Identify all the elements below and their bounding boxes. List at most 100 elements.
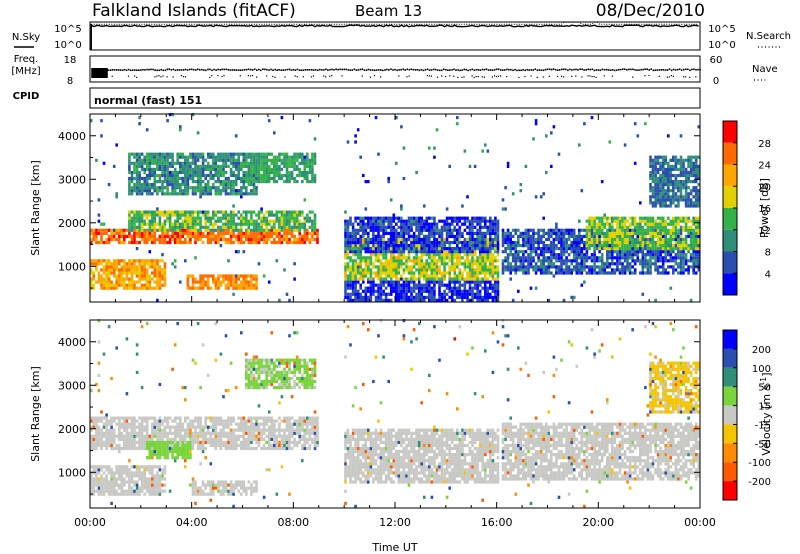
freq-point	[607, 69, 610, 71]
power-cell	[245, 189, 248, 193]
power-cell	[186, 277, 190, 281]
power-cell	[377, 244, 380, 248]
freq-point	[573, 68, 575, 71]
power-cell	[247, 176, 251, 181]
power-cell	[356, 292, 360, 296]
power-cell	[359, 295, 362, 299]
power-cell	[161, 170, 164, 175]
power-cell	[522, 253, 525, 257]
freq-point	[685, 68, 687, 71]
power-cell	[440, 280, 444, 284]
power-cell	[181, 180, 185, 184]
power-cell	[377, 240, 380, 245]
power-cell	[430, 240, 434, 245]
power-cell	[301, 152, 304, 156]
power-cell	[484, 225, 487, 229]
power-cell	[267, 231, 271, 235]
power-cell	[229, 228, 233, 232]
power-cell	[176, 158, 179, 162]
power-cell	[369, 280, 373, 284]
power-cell	[456, 231, 459, 235]
power-cell	[194, 280, 197, 284]
power-cell	[161, 231, 164, 235]
power-cell	[351, 222, 355, 226]
power-cell	[145, 259, 149, 263]
power-cell	[621, 234, 624, 238]
power-cell	[420, 265, 423, 269]
power-cell	[628, 222, 632, 226]
power-cell	[115, 259, 118, 263]
power-cell	[402, 240, 406, 245]
power-cell	[628, 244, 632, 248]
power-cell	[628, 228, 632, 232]
power-cell	[186, 155, 190, 159]
power-cell	[138, 183, 141, 187]
power-cell	[593, 268, 596, 272]
power-cell	[517, 268, 520, 272]
power-cell	[100, 240, 103, 245]
power-cell	[656, 222, 660, 226]
power-cell	[407, 247, 411, 251]
power-cell	[664, 253, 667, 257]
power-cell	[494, 256, 497, 260]
freq-point	[465, 68, 467, 71]
power-cell	[644, 234, 647, 238]
power-cell	[224, 237, 228, 242]
power-cell	[428, 274, 431, 278]
power-cell	[356, 280, 360, 284]
power-cell	[262, 219, 266, 223]
power-cell	[222, 186, 225, 190]
power-cell	[283, 155, 286, 159]
power-cell	[491, 228, 495, 232]
power-cell	[672, 189, 675, 193]
power-cell	[407, 222, 411, 226]
power-cell	[158, 228, 162, 232]
power-cell	[484, 271, 487, 275]
power-cell	[572, 231, 576, 235]
power-cell	[285, 164, 289, 168]
power-cell	[176, 183, 179, 187]
freq-point	[530, 69, 533, 71]
power-cell	[374, 225, 378, 229]
power-cell	[118, 262, 121, 266]
power-cell	[415, 240, 418, 245]
power-cell	[557, 228, 561, 232]
power-cell	[145, 216, 149, 220]
power-cell	[420, 216, 423, 220]
power-cell	[377, 256, 380, 260]
power-cell	[255, 186, 258, 190]
power-cell	[245, 170, 248, 175]
power-cell	[234, 277, 238, 281]
power-cell	[145, 164, 149, 168]
power-cell	[179, 280, 182, 284]
freq-point	[443, 68, 445, 70]
power-cell	[255, 277, 258, 281]
power-cell	[590, 225, 594, 229]
power-cell	[234, 164, 238, 168]
power-cell	[377, 298, 380, 302]
power-cell	[130, 176, 134, 181]
freq-point	[237, 69, 240, 71]
power-cell	[135, 173, 139, 178]
freq-point	[699, 68, 701, 71]
power-cell	[588, 222, 591, 226]
power-cell	[489, 280, 492, 284]
power-cell	[661, 262, 665, 266]
power-cell	[478, 228, 482, 232]
power-cell	[659, 240, 662, 245]
power-cell	[517, 237, 520, 242]
power-cell	[240, 225, 243, 229]
power-cell	[423, 271, 426, 275]
power-cell	[135, 164, 139, 168]
power-cell	[588, 271, 591, 275]
power-cell	[501, 228, 505, 232]
power-cell	[369, 271, 373, 275]
power-cell	[606, 259, 609, 263]
power-cell	[448, 216, 451, 220]
power-cell	[593, 222, 596, 226]
power-cell	[397, 265, 401, 269]
power-cell	[186, 280, 190, 284]
power-cell	[466, 225, 469, 229]
power-cell	[633, 237, 637, 242]
power-cell	[580, 271, 584, 275]
